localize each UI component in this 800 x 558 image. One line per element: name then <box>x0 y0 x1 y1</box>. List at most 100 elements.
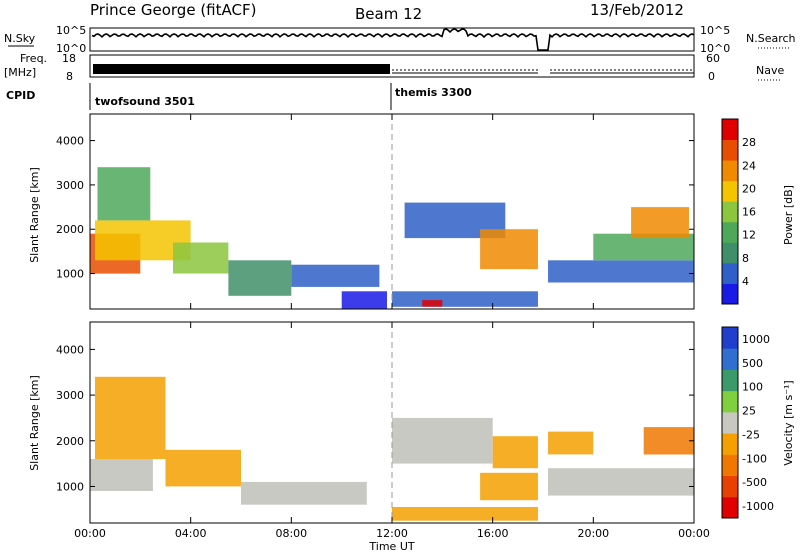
velocity-ytick-label-0: 1000 <box>56 480 84 493</box>
velocity-cell-7 <box>392 507 543 521</box>
nsky-tick-bottom: 10^0 <box>56 42 86 55</box>
program-2-label: themis 3300 <box>395 86 472 99</box>
velocity-cell-6 <box>492 436 538 469</box>
power-colorbar-seg-4 <box>722 201 738 223</box>
nsky-tick-top: 10^5 <box>56 24 86 37</box>
x-tick-label-1: 04:00 <box>175 527 207 540</box>
nsky-label: N.Sky <box>4 32 36 45</box>
velocity-cell-9 <box>548 468 694 496</box>
power-ytick-label-1: 2000 <box>56 223 84 236</box>
velocity-colorbar-seg-5 <box>722 390 738 413</box>
velocity-colorbar-seg-6 <box>722 369 738 392</box>
velocity-colorbar-seg-7 <box>722 348 738 370</box>
power-colorbar-tick-0: 4 <box>742 275 749 288</box>
power-cell-2 <box>97 167 151 221</box>
velocity-colorbar-tick-6: -500 <box>742 476 767 489</box>
nsky-trace <box>91 28 695 51</box>
freq-tick-bottom: 8 <box>66 70 73 83</box>
nsearch-tick-top: 10^5 <box>700 24 730 37</box>
date-label: 13/Feb/2012 <box>590 1 684 19</box>
freq-strip <box>89 54 695 78</box>
velocity-cell-2 <box>165 449 241 487</box>
velocity-colorbar-seg-2 <box>722 454 738 477</box>
power-colorbar-tick-6: 28 <box>742 136 756 149</box>
velocity-colorbar-frame <box>721 326 739 519</box>
velocity-ytick-label-2: 3000 <box>56 389 84 402</box>
power-cell-7 <box>392 291 543 307</box>
station-title: Prince George (fitACF) <box>90 1 256 19</box>
power-cell-6 <box>341 291 387 309</box>
velocity-colorbar-tick-0: 1000 <box>742 333 770 346</box>
cpid-label: CPID <box>6 89 35 102</box>
program-1-label: twofsound 3501 <box>95 95 195 108</box>
nave-tick-bottom: 0 <box>708 70 715 83</box>
power-colorbar-tick-3: 16 <box>742 206 756 219</box>
freq-trace-first-program <box>93 64 390 74</box>
velocity-colorbar-label: Velocity [m s⁻¹] <box>782 380 795 465</box>
velocity-colorbar-seg-0 <box>722 496 738 519</box>
power-cell-12 <box>593 233 694 261</box>
x-tick-label-6: 00:00 <box>678 527 710 540</box>
velocity-cell-0 <box>90 459 153 491</box>
power-colorbar-tick-1: 8 <box>742 252 749 265</box>
x-tick-label-4: 16:00 <box>477 527 509 540</box>
nave-tick-top: 60 <box>706 52 720 65</box>
velocity-cell-4 <box>392 417 493 464</box>
velocity-cell-8 <box>548 431 594 455</box>
velocity-colorbar-seg-8 <box>722 327 738 349</box>
x-tick-label-2: 08:00 <box>275 527 307 540</box>
power-ytick-label-0: 1000 <box>56 268 84 281</box>
velocity-cell-1 <box>95 376 166 459</box>
velocity-colorbar-tick-2: 100 <box>742 381 763 394</box>
velocity-colorbar-seg-1 <box>722 475 738 498</box>
nsearch-tick-bottom: 10^0 <box>700 42 730 55</box>
power-colorbar-label: Power [dB] <box>782 185 795 245</box>
velocity-colorbar-tick-3: 25 <box>742 405 756 418</box>
power-cell-5 <box>291 264 380 287</box>
power-cell-4 <box>228 260 292 296</box>
velocity-cell-5 <box>480 472 538 501</box>
freq-label: Freq. <box>20 52 47 65</box>
velocity-colorbar-seg-3 <box>722 433 738 455</box>
x-tick-label-0: 00:00 <box>74 527 106 540</box>
power-cell-10 <box>480 229 538 270</box>
x-axis: 00:00 04:00 08:00 12:00 16:00 20:00 00:00 <box>74 527 710 540</box>
power-colorbar-tick-2: 12 <box>742 229 756 242</box>
power-cell-8 <box>422 300 443 307</box>
power-colorbar-seg-7 <box>722 139 738 161</box>
power-colorbar-seg-8 <box>722 119 738 141</box>
nsky-strip <box>89 27 695 52</box>
power-cell-3 <box>173 242 229 274</box>
power-data-gap-0 <box>537 114 549 309</box>
power-colorbar-seg-5 <box>722 180 738 202</box>
power-cell-13 <box>631 207 689 239</box>
velocity-ylabel: Slant Range [km] <box>28 375 41 471</box>
power-colorbar-seg-3 <box>722 221 738 243</box>
power-ytick-label-2: 3000 <box>56 179 84 192</box>
x-axis-label: Time UT <box>368 540 414 553</box>
velocity-colorbar-tick-4: -25 <box>742 428 760 441</box>
power-ylabel: Slant Range [km] <box>28 167 41 263</box>
velocity-colorbar-seg-4 <box>722 411 738 434</box>
nave-label: Nave <box>756 64 784 77</box>
power-panel: 1000 2000 3000 4000 4 8 12 16 20 24 28 <box>56 113 756 310</box>
power-colorbar-tick-4: 20 <box>742 182 756 195</box>
beam-label: Beam 12 <box>355 5 422 23</box>
power-cell-11 <box>548 260 694 283</box>
nsearch-label: N.Search <box>746 32 796 45</box>
freq-unit: [MHz] <box>4 66 36 79</box>
velocity-ytick-label-1: 2000 <box>56 435 84 448</box>
velocity-cell-10 <box>643 427 694 455</box>
velocity-data-gap-0 <box>537 322 549 523</box>
velocity-panel: 1000 2000 3000 4000 1000 500 100 25 -25 -100 -500 -… <box>56 321 774 524</box>
freq-tick-top: 18 <box>62 52 76 65</box>
velocity-ytick-label-3: 4000 <box>56 343 84 356</box>
power-colorbar-frame <box>721 118 739 305</box>
velocity-colorbar-tick-7: -1000 <box>742 500 774 513</box>
power-colorbar-seg-2 <box>722 242 738 264</box>
power-colorbar-seg-1 <box>722 262 738 284</box>
power-ytick-label-3: 4000 <box>56 135 84 148</box>
power-colorbar-seg-0 <box>722 283 738 305</box>
velocity-cell-3 <box>241 481 367 505</box>
